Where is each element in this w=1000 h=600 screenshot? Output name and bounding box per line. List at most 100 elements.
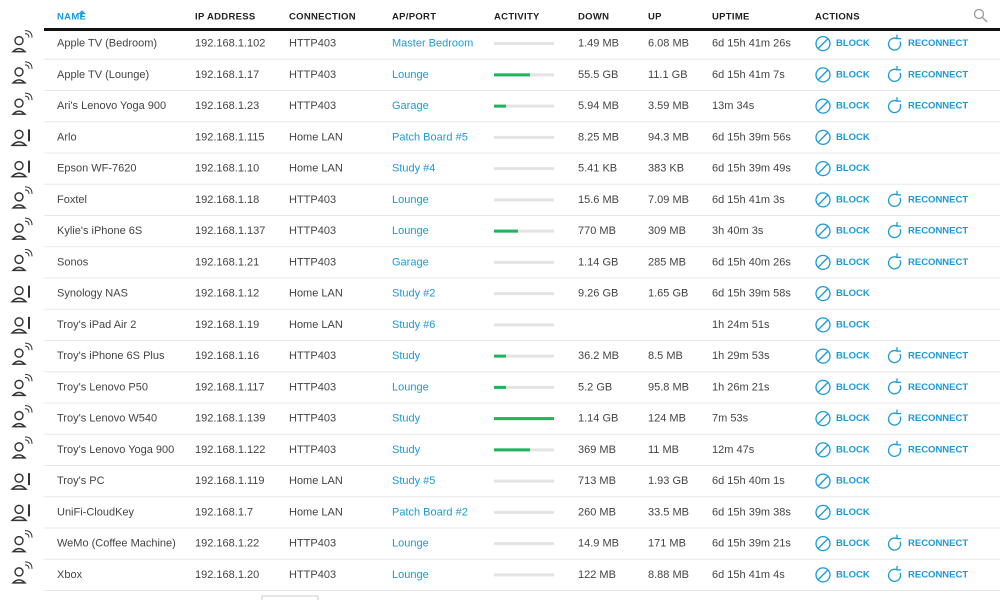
ap-port[interactable]: Lounge [392, 538, 429, 550]
column-header[interactable]: CONNECTION [289, 12, 356, 23]
reconnect-icon[interactable] [887, 253, 902, 270]
reconnect-icon[interactable] [887, 222, 902, 239]
column-header[interactable]: NAME [57, 12, 86, 23]
client-row[interactable]: Apple TV (Bedroom) 192.168.1.102 HTTP403 Ma… [11, 30, 1000, 60]
block-button[interactable]: BLOCK [836, 413, 870, 424]
block-button[interactable]: BLOCK [836, 38, 870, 49]
block-button[interactable]: BLOCK [836, 444, 870, 455]
ap-port[interactable]: Lounge [392, 194, 429, 206]
client-name[interactable]: WeMo (Coffee Machine) [57, 538, 176, 550]
block-button[interactable]: BLOCK [836, 288, 870, 299]
client-row[interactable]: Kylie's iPhone 6S 192.168.1.137 HTTP403 Lou… [11, 217, 1000, 248]
ap-port[interactable]: Garage [392, 100, 429, 112]
client-row[interactable]: Troy's PC 192.168.1.119 Home LAN Study #5 71… [10, 473, 1000, 498]
reconnect-icon[interactable] [887, 97, 902, 114]
client-row[interactable]: Troy's iPad Air 2 192.168.1.19 Home LAN Stu… [10, 316, 1000, 341]
reconnect-button[interactable]: RECONNECT [908, 101, 968, 112]
block-icon[interactable] [815, 348, 831, 364]
block-button[interactable]: BLOCK [836, 226, 870, 237]
block-button[interactable]: BLOCK [836, 101, 870, 112]
reconnect-button[interactable]: RECONNECT [908, 69, 968, 80]
block-icon[interactable] [815, 129, 831, 146]
client-row[interactable]: Synology NAS 192.168.1.12 Home LAN Study #2… [10, 285, 1000, 310]
block-button[interactable]: BLOCK [836, 351, 870, 362]
block-button[interactable]: BLOCK [836, 132, 870, 143]
client-name[interactable]: Sonos [57, 256, 89, 268]
client-row[interactable]: Foxtel 192.168.1.18 HTTP403 Lounge 15.6 MB 7.… [11, 186, 1000, 216]
ap-port[interactable]: Study #2 [392, 288, 435, 300]
reconnect-button[interactable]: RECONNECT [908, 257, 968, 268]
ap-port[interactable]: Patch Board #5 [392, 131, 468, 143]
client-name[interactable]: Arlo [57, 131, 77, 143]
block-icon[interactable] [815, 379, 831, 396]
client-name[interactable]: Troy's Lenovo Yoga 900 [57, 444, 174, 456]
block-icon[interactable] [815, 567, 831, 583]
block-button[interactable]: BLOCK [836, 194, 870, 205]
client-row[interactable]: Troy's Lenovo Yoga 900 192.168.1.122 HTTP4… [11, 436, 1000, 466]
ap-port[interactable]: Study [392, 350, 421, 362]
block-icon[interactable] [815, 535, 831, 552]
search-icon[interactable] [973, 8, 988, 23]
reconnect-button[interactable]: RECONNECT [908, 382, 968, 393]
block-button[interactable]: BLOCK [836, 69, 870, 80]
client-row[interactable]: Sonos 192.168.1.21 HTTP403 Garage 1.14 GB 285… [11, 248, 1000, 279]
block-icon[interactable] [815, 442, 831, 458]
column-header[interactable]: DOWN [578, 12, 609, 23]
client-name[interactable]: Troy's iPad Air 2 [57, 319, 136, 331]
client-name[interactable]: Troy's iPhone 6S Plus [57, 350, 165, 362]
block-icon[interactable] [815, 223, 831, 239]
block-button[interactable]: BLOCK [836, 507, 870, 518]
sort-arrow[interactable] [78, 10, 86, 17]
block-button[interactable]: BLOCK [836, 569, 870, 580]
client-name[interactable]: Ari's Lenovo Yoga 900 [57, 100, 166, 112]
reconnect-button[interactable]: RECONNECT [908, 351, 968, 362]
block-icon[interactable] [815, 317, 831, 333]
block-button[interactable]: BLOCK [836, 319, 870, 330]
client-row[interactable]: Ari's Lenovo Yoga 900 192.168.1.23 HTTP403… [11, 92, 1000, 123]
client-row[interactable]: WeMo (Coffee Machine) 192.168.1.22 HTTP403… [11, 530, 1000, 560]
block-icon[interactable] [815, 254, 831, 271]
client-name[interactable]: Troy's Lenovo W540 [57, 413, 157, 425]
client-name[interactable]: Synology NAS [57, 288, 128, 300]
block-icon[interactable] [815, 67, 831, 83]
block-icon[interactable] [815, 473, 831, 489]
column-header[interactable]: IP ADDRESS [195, 12, 256, 23]
client-row[interactable]: Epson WF-7620 192.168.1.10 Home LAN Study #… [10, 160, 1000, 185]
reconnect-button[interactable]: RECONNECT [908, 569, 968, 580]
client-row[interactable]: Apple TV (Lounge) 192.168.1.17 HTTP403 Loun… [11, 61, 1000, 91]
block-icon[interactable] [815, 192, 831, 208]
client-name[interactable]: Troy's Lenovo P50 [57, 381, 148, 393]
reconnect-icon[interactable] [887, 378, 902, 395]
client-row[interactable]: Troy's Lenovo W540 192.168.1.139 HTTP403 St… [11, 405, 1000, 435]
ap-port[interactable]: Lounge [392, 225, 429, 237]
ap-port[interactable]: Lounge [392, 381, 429, 393]
reconnect-icon[interactable] [887, 534, 902, 551]
reconnect-icon[interactable] [887, 440, 902, 457]
block-icon[interactable] [815, 504, 831, 521]
block-icon[interactable] [815, 35, 831, 52]
reconnect-button[interactable]: RECONNECT [908, 538, 968, 549]
reconnect-button[interactable]: RECONNECT [908, 444, 968, 455]
reconnect-button[interactable]: RECONNECT [908, 194, 968, 205]
reconnect-button[interactable]: RECONNECT [908, 226, 968, 237]
client-row[interactable]: UniFi-CloudKey 192.168.1.7 Home LAN Patch B… [10, 504, 1000, 529]
ap-port[interactable]: Lounge [392, 69, 429, 81]
client-name[interactable]: Apple TV (Bedroom) [57, 38, 157, 50]
reconnect-icon[interactable] [887, 34, 902, 51]
client-name[interactable]: Xbox [57, 569, 83, 581]
block-icon[interactable] [815, 285, 831, 302]
client-name[interactable]: Apple TV (Lounge) [57, 69, 149, 81]
block-button[interactable]: BLOCK [836, 382, 870, 393]
ap-port[interactable]: Study [392, 413, 421, 425]
client-row[interactable]: Troy's iPhone 6S Plus 192.168.1.16 HTTP403… [11, 342, 1000, 373]
ap-port[interactable]: Garage [392, 256, 429, 268]
reconnect-icon[interactable] [887, 409, 902, 426]
block-button[interactable]: BLOCK [836, 538, 870, 549]
client-name[interactable]: Foxtel [57, 194, 87, 206]
block-button[interactable]: BLOCK [836, 163, 870, 174]
column-header[interactable]: UP [648, 12, 662, 23]
ap-port[interactable]: Study #5 [392, 475, 435, 487]
block-button[interactable]: BLOCK [836, 476, 870, 487]
client-name[interactable]: Kylie's iPhone 6S [57, 225, 142, 237]
reconnect-icon[interactable] [887, 565, 902, 582]
